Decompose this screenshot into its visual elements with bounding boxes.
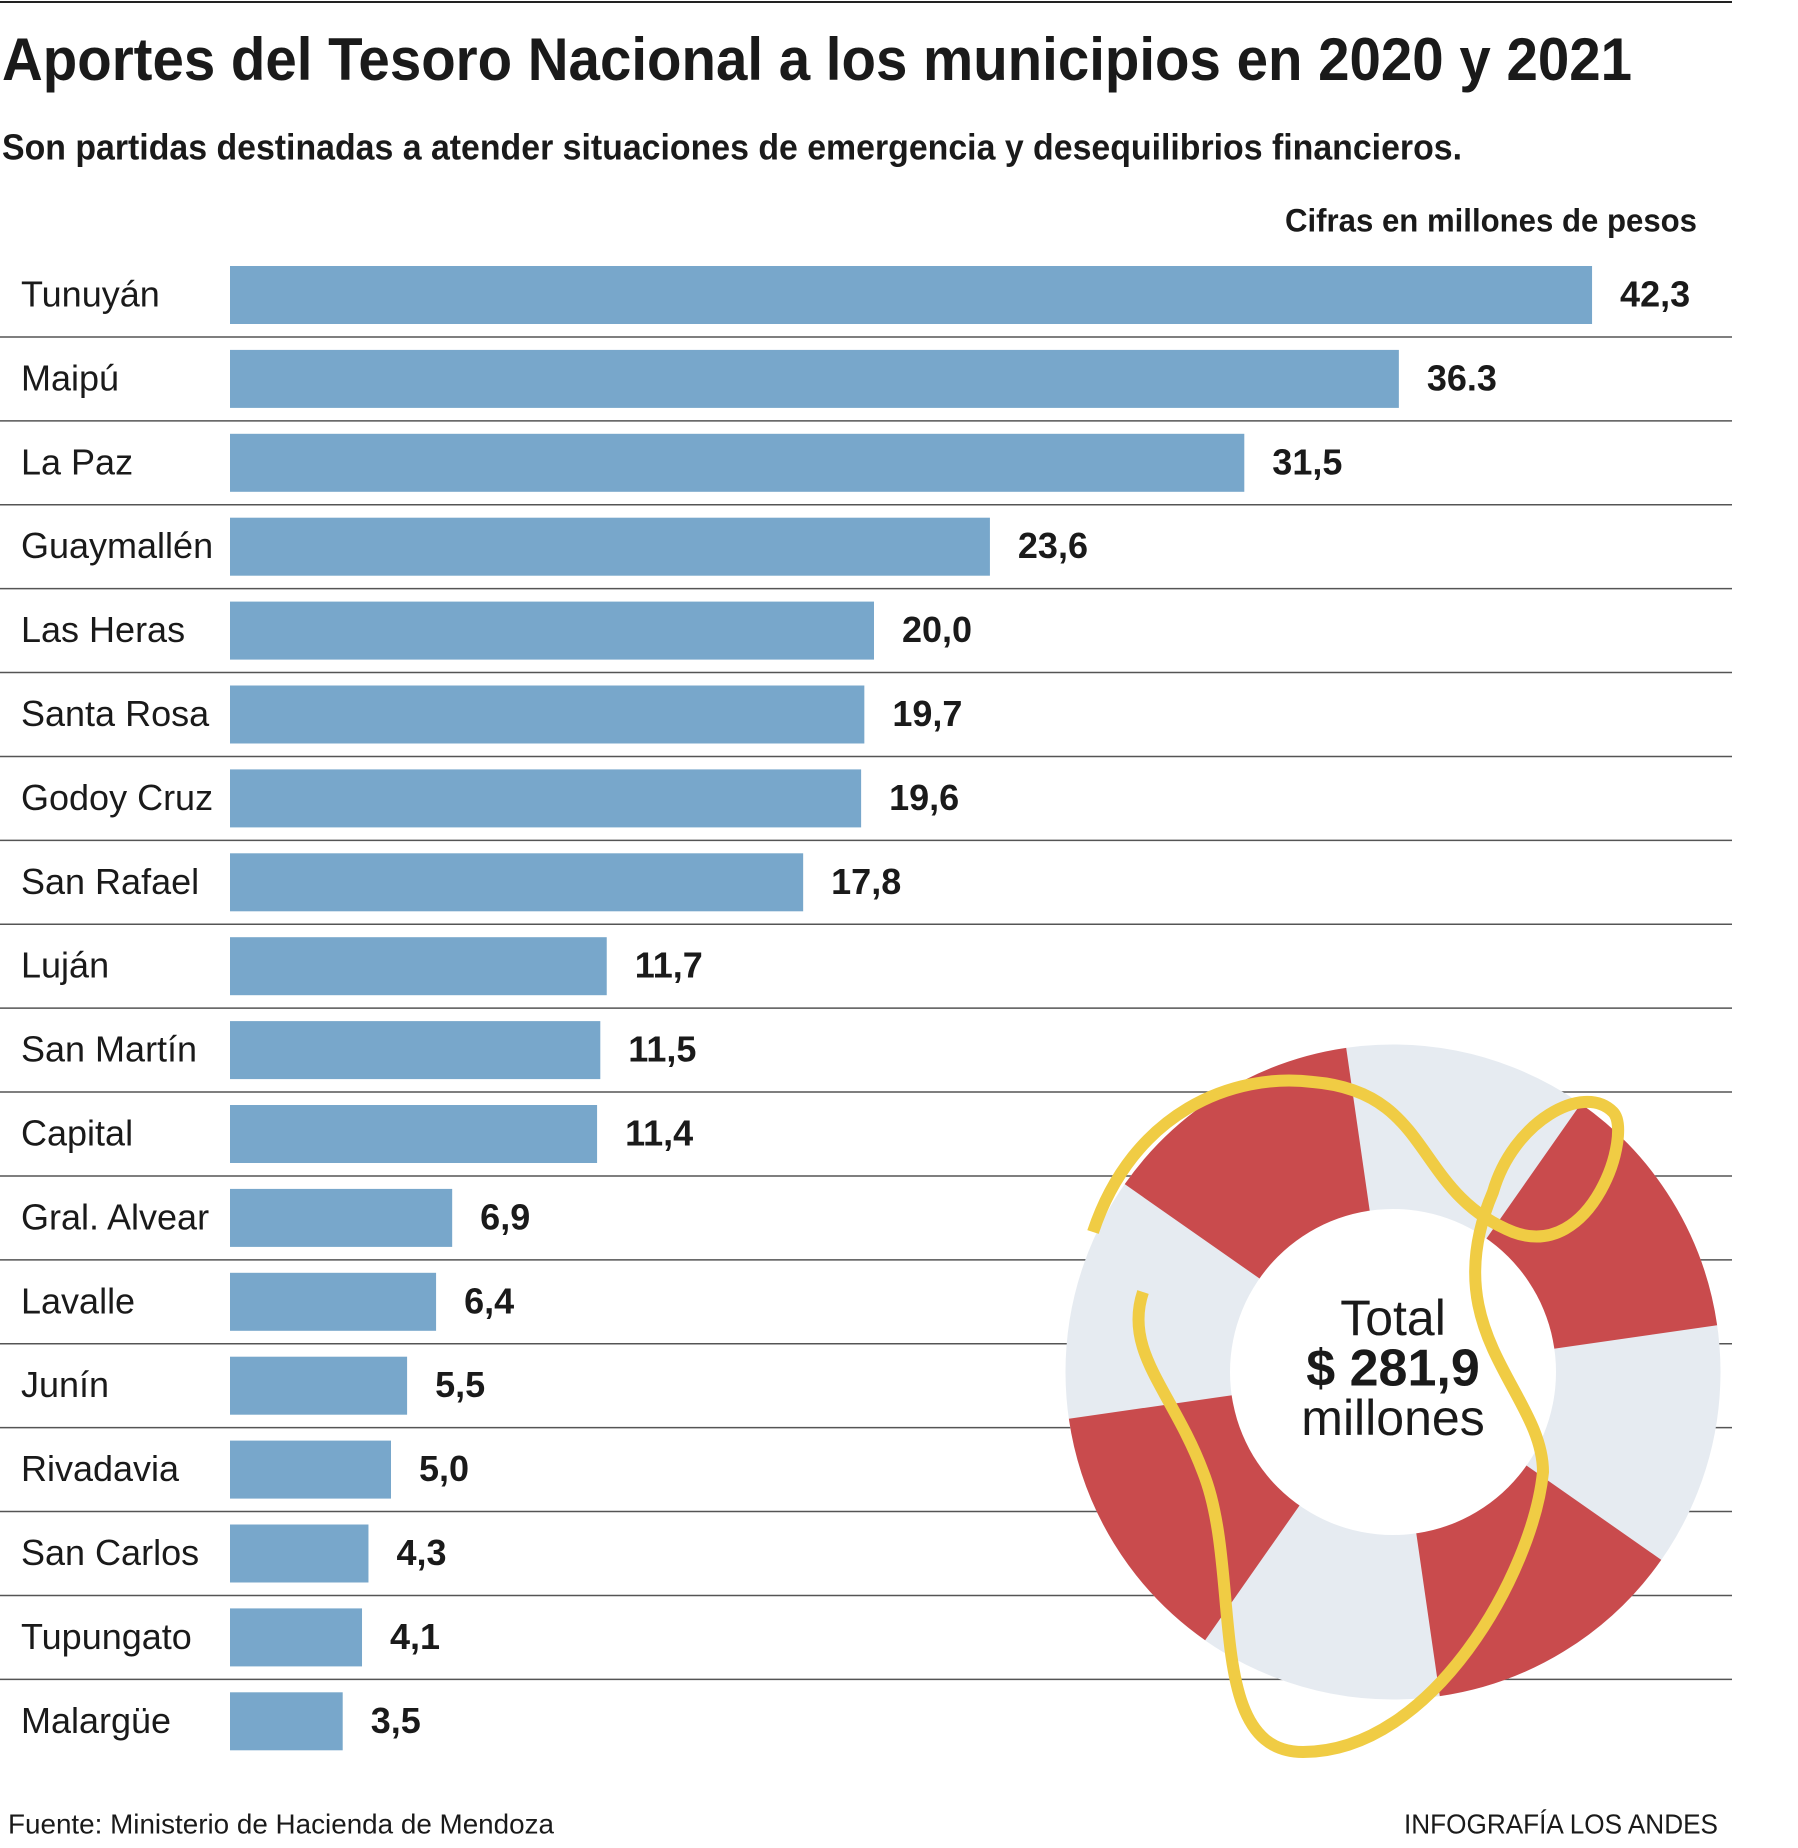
value-label: 17,8 [831,861,901,902]
bar [230,685,865,744]
value-label: 6,4 [464,1280,514,1321]
value-label: 5,0 [419,1448,469,1489]
category-label: San Carlos [21,1532,199,1573]
source: Fuente: Ministerio de Hacienda de Mendoz… [8,1808,554,1839]
value-label: 36.3 [1427,357,1497,398]
value-label: 3,5 [371,1700,421,1741]
category-label: San Rafael [21,861,199,902]
credit: INFOGRAFÍA LOS ANDES [1404,1808,1718,1839]
bar [230,937,607,996]
category-label: Malargüe [21,1700,171,1741]
bar [230,1356,408,1415]
category-label: Lavalle [21,1280,135,1321]
category-label: Luján [21,945,109,986]
value-label: 19,6 [889,777,959,818]
category-label: San Martín [21,1029,197,1070]
category-label: Santa Rosa [21,693,210,734]
value-label: 20,0 [902,609,972,650]
bar [230,349,1399,408]
value-label: 11,7 [635,945,703,986]
value-label: 4,1 [390,1616,440,1657]
bar [230,1021,601,1080]
bar [230,266,1593,324]
category-label: Gral. Alvear [21,1196,209,1237]
chart-subtitle: Son partidas destinadas a atender situac… [2,127,1462,168]
bar [230,1272,437,1331]
bar [230,1440,391,1499]
bar [230,601,874,660]
category-label: Junín [21,1364,109,1405]
bar [230,1105,598,1163]
lifebuoy: Total $ 281,9 millones [1065,1044,1721,1759]
value-label: 11,4 [625,1113,693,1154]
value-label: 19,7 [892,693,962,734]
total-label: Total [1340,1290,1446,1346]
buoy-stripes [1065,1044,1721,1700]
bar [230,517,990,576]
bar [230,853,804,912]
category-label: Maipú [21,357,119,398]
total-value: $ 281,9 [1306,1340,1480,1398]
value-label: 11,5 [628,1029,696,1070]
value-label: 5,5 [435,1364,485,1405]
bar [230,1524,369,1583]
units-note: Cifras en millones de pesos [1285,202,1697,238]
category-label: La Paz [21,441,133,482]
bar [230,1188,453,1247]
buoy-rope [1087,1074,1625,1759]
bar [230,1692,343,1751]
total-unit: millones [1301,1390,1484,1446]
category-label: Las Heras [21,609,185,650]
bar [230,433,1245,492]
bar [230,1608,363,1667]
value-label: 31,5 [1272,441,1342,482]
category-label: Capital [21,1113,133,1154]
value-label: 42,3 [1620,274,1690,315]
category-label: Godoy Cruz [21,777,213,818]
value-label: 6,9 [480,1196,530,1237]
category-label: Tunuyán [21,274,160,315]
category-label: Rivadavia [21,1448,180,1489]
value-label: 4,3 [396,1532,446,1573]
chart-title: Aportes del Tesoro Nacional a los munici… [2,26,1632,93]
category-label: Tupungato [21,1616,192,1657]
bar [230,769,862,828]
category-label: Guaymallén [21,525,213,566]
value-label: 23,6 [1018,525,1088,566]
